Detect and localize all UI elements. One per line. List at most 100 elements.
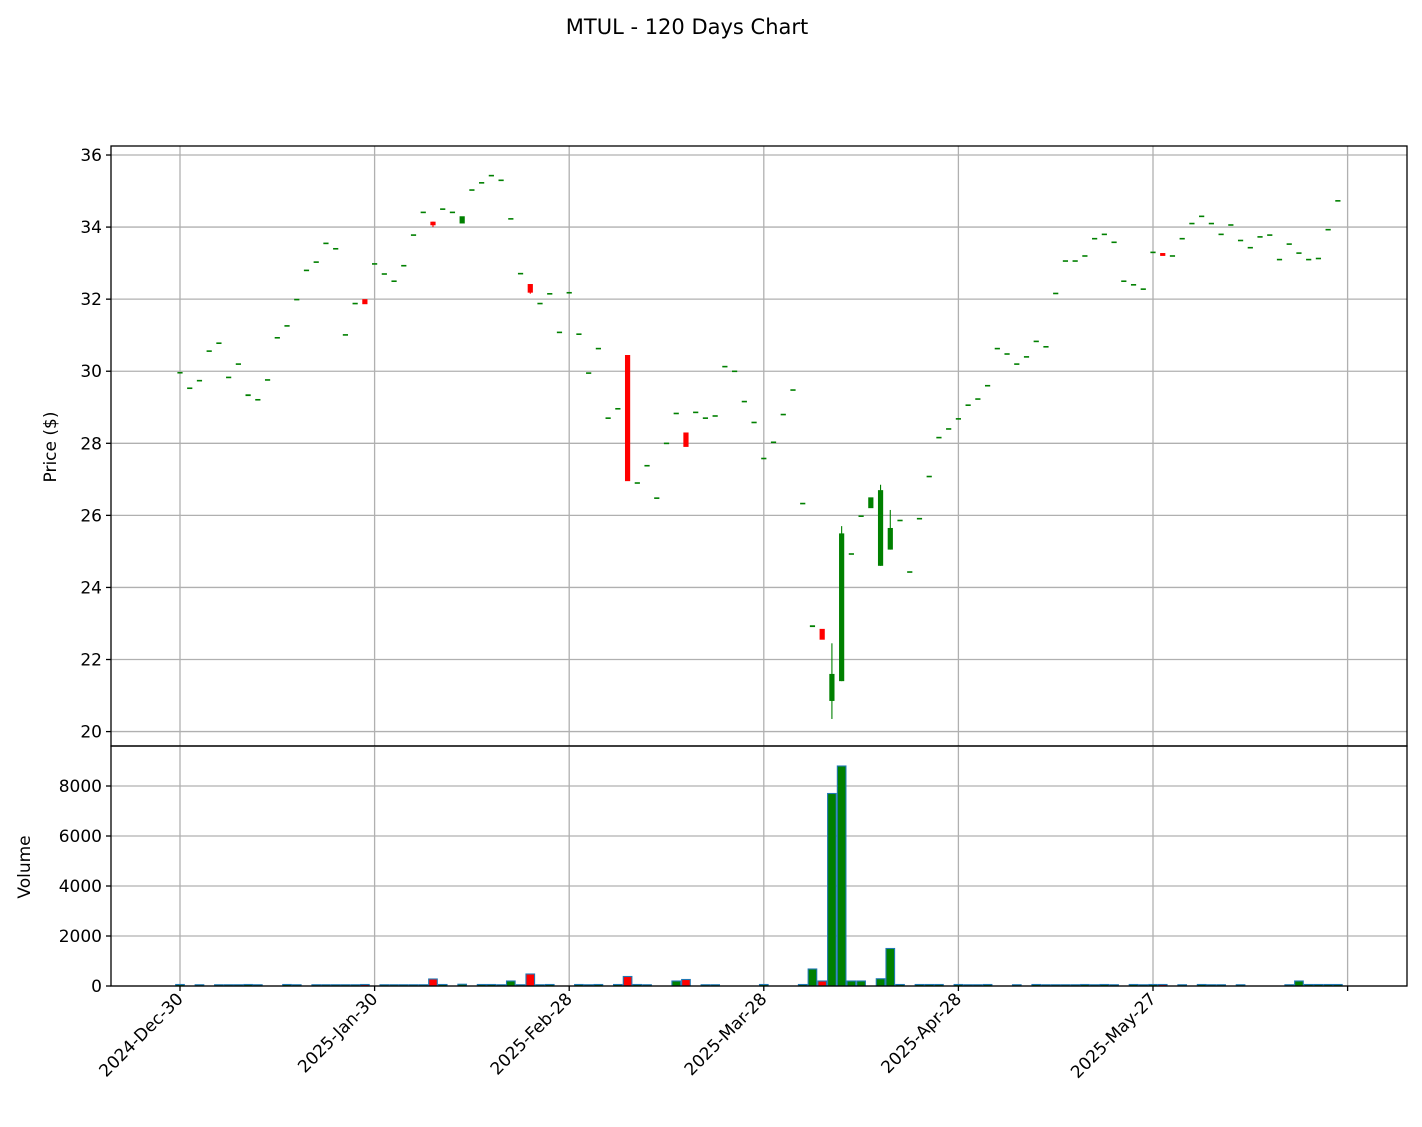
- candle-body: [946, 428, 952, 430]
- candle-body: [576, 333, 582, 335]
- candle-body: [780, 413, 786, 416]
- candle-body: [1306, 258, 1312, 261]
- volume-tick-label: 8000: [59, 777, 102, 797]
- candle-body: [566, 291, 572, 294]
- volume-bar: [885, 947, 896, 987]
- candle-body: [303, 269, 310, 272]
- price-tick-label: 32: [80, 290, 102, 310]
- candle-body: [187, 387, 193, 390]
- candle-body: [1286, 243, 1292, 245]
- candle-body: [1004, 353, 1010, 355]
- volume-y-axis: 0 2000 4000 6000 8000: [59, 777, 111, 997]
- volume-y-label: Volume: [15, 835, 35, 898]
- candle-body: [877, 490, 884, 566]
- candle-body: [761, 457, 767, 460]
- candle-body: [936, 436, 942, 439]
- candle-body: [829, 673, 835, 701]
- volume-bar: [836, 765, 847, 987]
- candle-body: [916, 517, 923, 520]
- candle-body: [274, 336, 280, 339]
- candle-body: [177, 371, 183, 374]
- candle-body: [907, 571, 913, 573]
- candle-body: [391, 280, 397, 283]
- price-tick-label: 24: [80, 578, 102, 598]
- candle-body: [722, 365, 728, 368]
- price-panel: 20 22 24 26 28 30 32 34 36 Price ($): [41, 145, 1408, 747]
- candle-body: [887, 527, 893, 550]
- volume-bar: [525, 973, 536, 987]
- x-axis: 2024-Dec-30 2025-Jan-30 2025-Feb-28 2025-Ma…: [96, 986, 1349, 1083]
- candle-body: [741, 400, 747, 403]
- x-tick-label: 2024-Dec-30: [96, 989, 188, 1081]
- price-grid: [111, 146, 1407, 746]
- candle-body: [381, 273, 387, 275]
- candle-body: [809, 625, 816, 628]
- volume-grid: [111, 746, 1407, 987]
- candle-body: [644, 464, 650, 467]
- candle-body: [683, 432, 689, 447]
- candle-body: [1315, 257, 1322, 260]
- candle-body: [732, 370, 738, 373]
- volume-panel: 0 2000 4000 6000 8000 Volume: [15, 745, 1408, 997]
- candle-body: [1130, 284, 1137, 286]
- price-tick-label: 22: [80, 651, 102, 671]
- volume-bars: [175, 765, 1343, 987]
- candle-body: [313, 261, 319, 263]
- candle-body: [1140, 288, 1146, 290]
- chart-title: MTUL - 120 Days Chart: [566, 15, 809, 39]
- candle-body: [1296, 252, 1302, 254]
- candle-body: [975, 398, 981, 400]
- candle-body: [868, 497, 874, 509]
- candle-body: [984, 384, 991, 387]
- candle-body: [1014, 363, 1020, 365]
- candle-body: [440, 208, 446, 210]
- candle-body: [897, 519, 903, 522]
- candle-body: [839, 533, 845, 682]
- volume-bar: [856, 980, 866, 987]
- candle-body: [634, 482, 640, 484]
- candle-body: [372, 263, 378, 265]
- candle-body: [264, 379, 271, 381]
- candle-body: [1072, 260, 1078, 262]
- candle-body: [751, 421, 757, 424]
- candle-body: [1335, 200, 1341, 202]
- price-tick-label: 34: [80, 218, 102, 238]
- candle-body: [420, 211, 426, 214]
- candle-body: [702, 417, 709, 419]
- candle-body: [226, 376, 232, 379]
- candle-body: [206, 350, 212, 352]
- volume-bar: [817, 980, 828, 987]
- volume-tick-label: 2000: [59, 927, 102, 947]
- candle-body: [488, 174, 494, 177]
- candle-body: [459, 216, 465, 224]
- candle-body: [294, 298, 300, 301]
- candle-body: [323, 242, 329, 245]
- candle-body: [1218, 233, 1224, 236]
- candle-body: [1208, 222, 1214, 225]
- candle-body: [1043, 346, 1049, 348]
- candle-body: [449, 211, 456, 214]
- candle-body: [858, 515, 864, 517]
- x-tick-label: 2025-Jan-30: [294, 989, 382, 1077]
- price-frame: [110, 145, 1408, 747]
- volume-tick-label: 4000: [59, 877, 102, 897]
- candle-body: [284, 325, 290, 327]
- candle-body: [1325, 228, 1331, 231]
- candle-body: [196, 379, 203, 382]
- volume-bar: [671, 980, 682, 987]
- volume-bar: [1294, 980, 1304, 987]
- price-tick-label: 20: [80, 723, 102, 743]
- candle-body: [255, 398, 261, 401]
- candle-body: [362, 299, 368, 305]
- volume-bar: [428, 978, 438, 987]
- candle-body: [537, 302, 543, 305]
- price-tick-label: 28: [80, 434, 102, 454]
- volume-bar: [681, 978, 691, 987]
- candle-body: [235, 363, 241, 365]
- x-tick-label: 2025-Apr-28: [877, 989, 965, 1077]
- candle-body: [1257, 236, 1263, 238]
- candle-body: [1237, 239, 1244, 242]
- candle-body: [479, 182, 485, 184]
- candle-body: [245, 394, 251, 397]
